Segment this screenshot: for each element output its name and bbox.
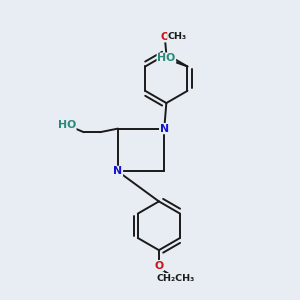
Text: N: N <box>113 167 122 176</box>
Text: O: O <box>160 32 170 42</box>
Text: HO: HO <box>157 53 176 63</box>
Text: CH₃: CH₃ <box>168 32 187 41</box>
Text: CH₂CH₃: CH₂CH₃ <box>156 274 195 283</box>
Text: N: N <box>160 124 169 134</box>
Text: HO: HO <box>58 120 76 130</box>
Text: O: O <box>154 261 164 271</box>
